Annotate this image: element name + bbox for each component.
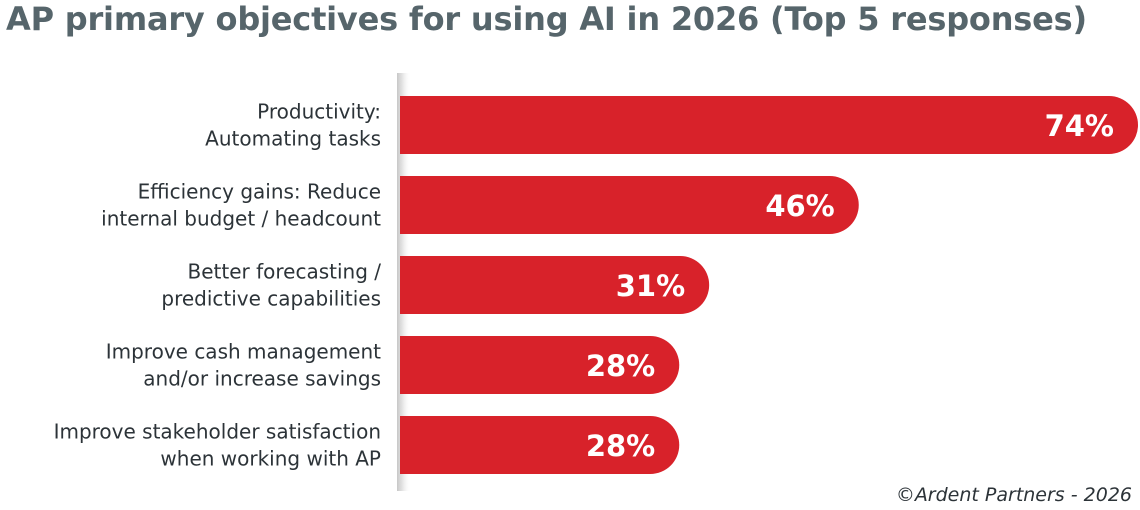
bar-value-label-0: 74% xyxy=(1045,109,1114,143)
category-label-4-line-1: when working with AP xyxy=(160,447,381,471)
copyright-note: ©Ardent Partners - 2026 xyxy=(895,484,1132,506)
bar-value-label-1: 46% xyxy=(765,189,834,223)
category-label-3-line-1: and/or increase savings xyxy=(143,367,381,391)
bars-group: 74% 46% 31% 28% 28% xyxy=(400,96,1138,474)
chart-title: AP primary objectives for using AI in 20… xyxy=(6,0,1087,38)
category-label-0-line-1: Automating tasks xyxy=(205,127,381,151)
category-labels-group: Productivity: Automating tasks Efficiency … xyxy=(54,100,382,471)
category-label-0-line-0: Productivity: xyxy=(257,100,381,124)
category-label-1-line-0: Efficiency gains: Reduce xyxy=(138,180,381,204)
bar-value-label-4: 28% xyxy=(586,429,655,463)
category-label-2-line-1: predictive capabilities xyxy=(161,287,381,311)
bar-0 xyxy=(400,96,1138,154)
category-label-1-line-1: internal budget / headcount xyxy=(101,207,381,231)
category-label-2-line-0: Better forecasting / xyxy=(188,260,382,284)
bar-4 xyxy=(400,416,680,474)
category-label-3-line-0: Improve cash management xyxy=(106,340,381,364)
category-label-4-line-0: Improve stakeholder satisfaction xyxy=(54,420,381,444)
bar-value-label-3: 28% xyxy=(586,349,655,383)
bar-2 xyxy=(400,256,710,314)
bar-3 xyxy=(400,336,680,394)
bar-value-label-2: 31% xyxy=(616,269,685,303)
bar-1 xyxy=(400,176,859,235)
